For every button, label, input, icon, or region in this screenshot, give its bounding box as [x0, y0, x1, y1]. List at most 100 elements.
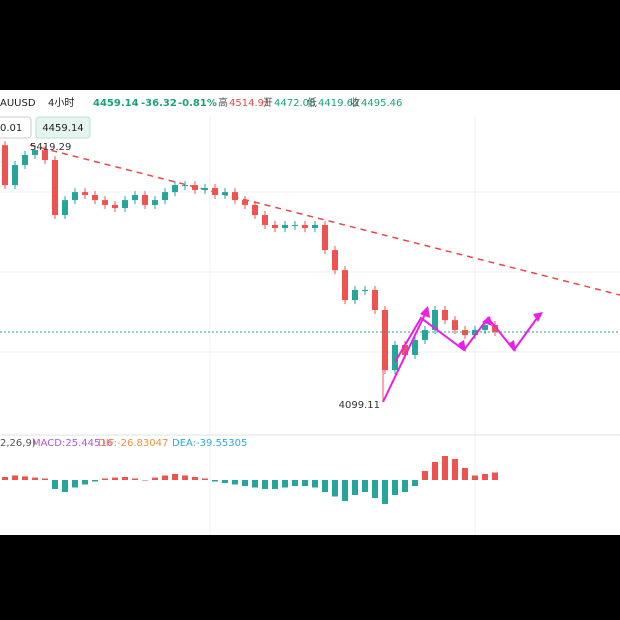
candle: [122, 200, 128, 209]
macd-bar: [132, 478, 138, 480]
candle: [32, 150, 38, 155]
macd-bar: [352, 480, 358, 495]
qty: 0.01: [0, 123, 22, 134]
price-tag-box[interactable]: [35, 116, 91, 139]
macd-bar: [82, 480, 88, 485]
macd-bar: [152, 477, 158, 480]
panel: [0, 90, 620, 535]
macd-bar: [62, 480, 68, 492]
qty-box[interactable]: [0, 116, 32, 139]
candle: [462, 330, 468, 336]
candle: [12, 165, 18, 186]
macd-bar: [412, 480, 418, 486]
candle: [342, 270, 348, 301]
macd-bar: [142, 480, 148, 481]
change: -36.32: [141, 98, 177, 109]
macd-bar: [432, 462, 438, 480]
macd-bar: [272, 480, 278, 489]
candle: [62, 200, 68, 216]
candle: [142, 195, 148, 205]
candle: [52, 159, 58, 216]
arrow-heads: [420, 306, 543, 352]
macd-bar: [322, 480, 328, 492]
trend-line: [29, 144, 620, 296]
candle: [282, 224, 288, 229]
candle: [482, 324, 488, 331]
low: 4419.62: [318, 98, 359, 109]
macd-bar: [472, 475, 478, 480]
candle: [392, 345, 398, 371]
candle: [272, 224, 278, 229]
dif-value: DIF:-26.83047: [98, 438, 168, 449]
macd-bar: [382, 480, 388, 504]
candle: [452, 320, 458, 331]
grid: [0, 115, 620, 535]
macd-bar: [102, 478, 108, 480]
macd-bar: [252, 480, 258, 488]
macd-bar: [212, 480, 218, 482]
candle: [22, 154, 28, 166]
candle: [102, 200, 108, 205]
macd-bar: [332, 480, 338, 497]
macd-bar: [192, 477, 198, 480]
high-label: 5419.29: [30, 142, 71, 153]
candle: [402, 345, 408, 355]
chart: 4099.11 5419.29: [0, 141, 620, 504]
candle: [422, 330, 428, 340]
macd-bar: [282, 480, 288, 488]
candle: [372, 289, 378, 310]
candle: [382, 309, 388, 371]
macd-bar: [52, 480, 58, 489]
candle: [252, 204, 258, 216]
candle: [42, 150, 48, 160]
interval[interactable]: 4小时: [48, 97, 74, 109]
macd-bar: [292, 480, 298, 486]
macd-bar: [262, 480, 268, 489]
macd-value: MACD:25.44516: [32, 438, 113, 449]
close: 4495.46: [361, 98, 402, 109]
candle: [182, 185, 188, 187]
macd-bar: [342, 480, 348, 501]
macd-bar: [372, 480, 378, 498]
candle: [362, 289, 368, 291]
macd-bar: [122, 477, 128, 480]
macd-bar: [302, 480, 308, 486]
candle: [222, 192, 228, 196]
macd-bar: [162, 475, 168, 480]
candle: [162, 192, 168, 201]
header: AUUSD 4小时 4459.14 -36.32 -0.81% 高 4514.9…: [0, 96, 402, 109]
macd-bar: [492, 472, 498, 480]
candle: [202, 188, 208, 190]
symbol[interactable]: AUUSD: [0, 98, 36, 109]
macd-bar: [12, 475, 18, 480]
candle: [212, 188, 218, 196]
macd-bar: [112, 477, 118, 480]
candle: [442, 309, 448, 321]
high-label: 高: [218, 96, 228, 109]
candle: [302, 224, 308, 229]
candle: [72, 192, 78, 201]
macd-bar: [362, 480, 368, 492]
candle: [322, 224, 328, 251]
candle: [412, 339, 418, 355]
candle: [262, 215, 268, 225]
macd-bar: [72, 480, 78, 488]
dea-value: DEA:-39.55305: [172, 438, 247, 449]
candle: [192, 185, 198, 190]
macd-legend: 2,26,9) MACD:25.44516 DIF:-26.83047 DEA:…: [0, 438, 247, 449]
macd-bar: [22, 476, 28, 480]
macd-bar: [202, 478, 208, 480]
macd-bar: [32, 477, 38, 480]
candle: [152, 200, 158, 205]
price: 4459.14: [93, 98, 139, 109]
high: 4514.91: [229, 98, 270, 109]
price-tag: 4459.14: [42, 123, 83, 134]
candle: [242, 200, 248, 205]
candle: [472, 330, 478, 336]
macd-bar: [452, 459, 458, 480]
macd-bar: [172, 474, 178, 480]
candle: [232, 192, 238, 201]
close-label: 收: [350, 96, 360, 109]
